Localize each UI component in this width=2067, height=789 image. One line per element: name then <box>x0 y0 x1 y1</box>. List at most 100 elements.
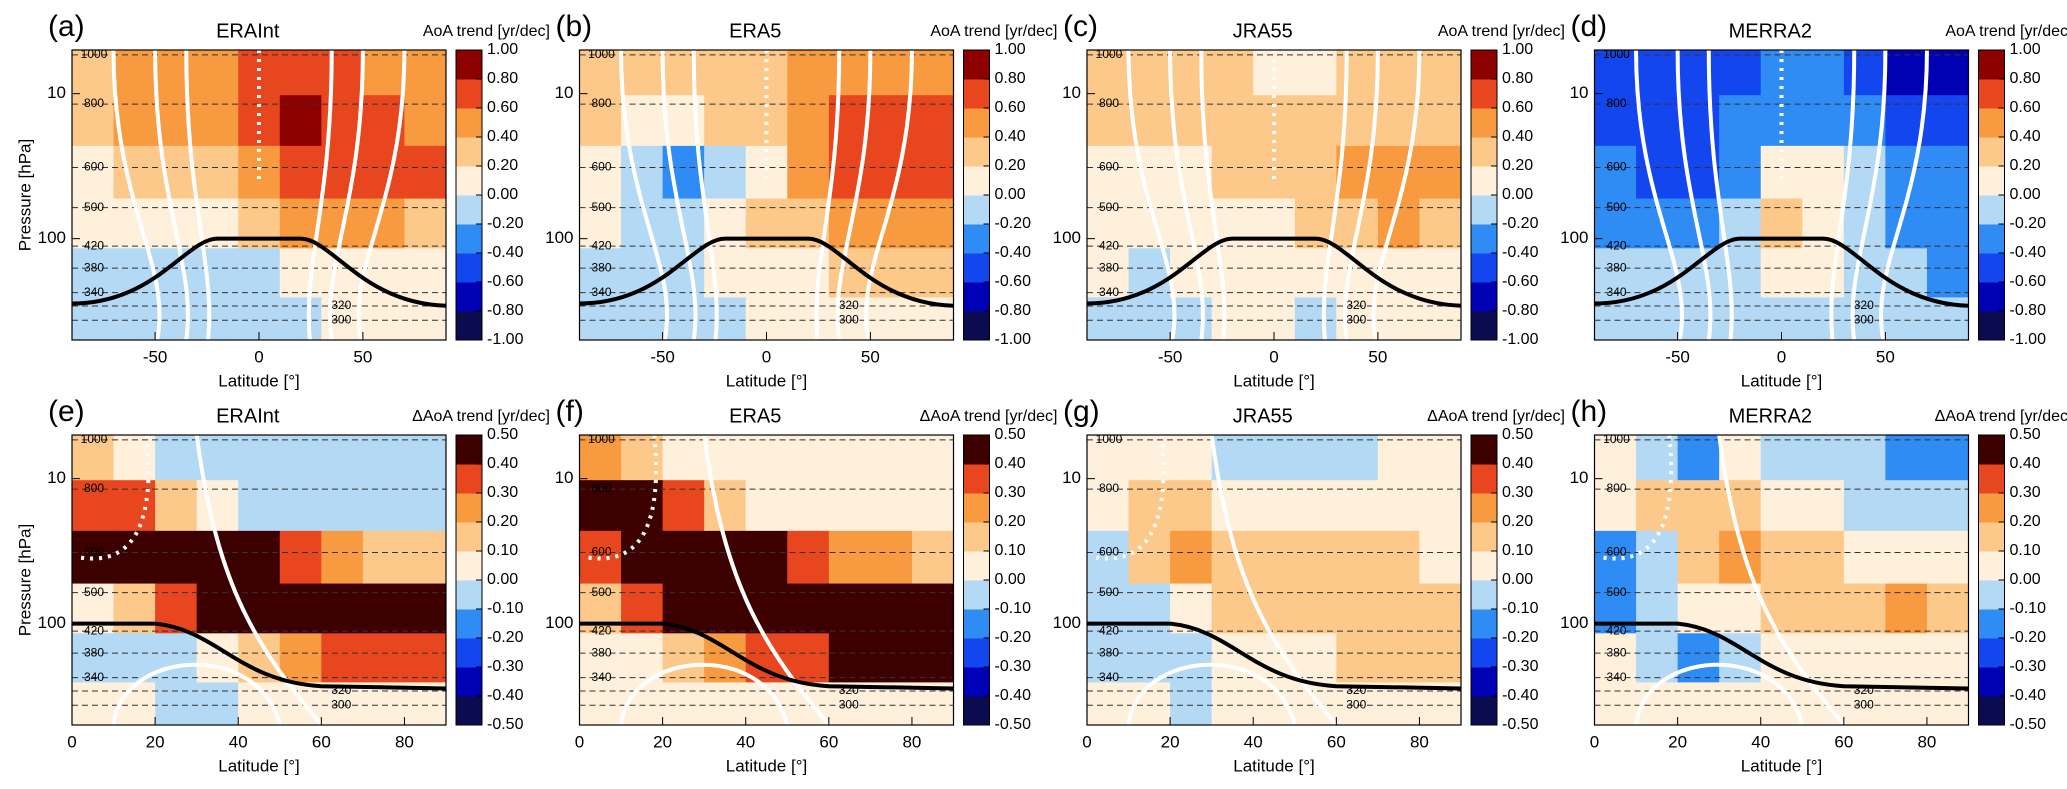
field-cell <box>1594 633 1637 683</box>
colorbar-tick-label: -0.40 <box>1502 687 1539 704</box>
field-cell <box>1636 583 1679 634</box>
plot-frame <box>578 434 955 726</box>
field-cell <box>1087 435 1130 481</box>
age-contour <box>1675 50 1713 340</box>
field-cell <box>1170 435 1213 481</box>
field-cell <box>745 198 788 249</box>
colorbar-swatch <box>1978 108 2005 138</box>
isentrope-label: 1000 <box>1096 432 1123 446</box>
field-cell <box>72 435 115 481</box>
age-contour <box>863 50 914 340</box>
colorbar-swatch <box>456 224 482 254</box>
age-contour <box>1095 435 1166 561</box>
field-cell <box>196 145 239 200</box>
colorbar-label: AoA trend [yr/dec] <box>1945 23 2067 40</box>
isentrope-label: 600 <box>84 545 104 559</box>
field-cell <box>662 530 705 585</box>
field-cell <box>1636 145 1679 200</box>
field-cell <box>72 145 115 200</box>
colorbar-tick-label: 0.30 <box>487 484 518 501</box>
isentrope-label: 420 <box>1099 623 1119 637</box>
isentrope-label: 300 <box>1346 697 1366 711</box>
colorbar-swatch <box>1978 551 2005 581</box>
colorbar-tick-label: 0.10 <box>487 542 518 559</box>
colorbar-tick-label: 1.00 <box>2010 41 2041 58</box>
field-cell <box>1253 248 1296 298</box>
field-cell <box>1719 145 1762 200</box>
field-cell <box>662 50 705 96</box>
x-axis-label: Latitude [°] <box>1741 371 1822 390</box>
y-tick-label: 10 <box>47 468 66 487</box>
x-tick-label: 20 <box>653 732 672 751</box>
field-cell <box>787 50 830 96</box>
isentrope-label: 340 <box>1099 285 1119 299</box>
x-tick-label: 60 <box>819 732 838 751</box>
colorbar-swatch <box>1471 108 1497 138</box>
field-cell <box>1677 480 1720 532</box>
age-contour <box>194 435 323 725</box>
field-cell <box>662 682 705 725</box>
field-cell <box>1087 530 1130 585</box>
y-axis-label: Pressure [hPa] <box>15 524 34 636</box>
isentrope-label: 800 <box>1099 96 1119 110</box>
isentrope-label: 300 <box>1854 312 1874 326</box>
colorbar-swatch <box>1978 224 2005 254</box>
field-cell <box>745 480 788 532</box>
field-cell <box>787 435 830 481</box>
field-cell <box>279 95 322 147</box>
age-contour <box>1602 435 1674 561</box>
field-cell <box>1294 297 1337 340</box>
field-cell <box>238 198 281 249</box>
field-cell <box>1760 248 1803 298</box>
colorbar-label: AoA trend [yr/dec] <box>423 23 550 40</box>
field-cell <box>1211 583 1254 634</box>
field-cell <box>1419 95 1461 147</box>
field-cell <box>1843 480 1886 532</box>
field-cell <box>362 50 406 96</box>
field-cell <box>704 95 747 147</box>
isentrope-label: 800 <box>84 96 104 110</box>
colorbar-swatch <box>1471 282 1497 312</box>
field-cell <box>1419 480 1461 532</box>
x-tick-label: 0 <box>762 347 771 366</box>
colorbar-swatch <box>1978 667 2005 697</box>
field-cell <box>1802 145 1845 200</box>
field-cell <box>745 95 788 147</box>
x-axis-label: Latitude [°] <box>1233 371 1314 390</box>
field-cell <box>1294 145 1337 200</box>
y-tick-label: 10 <box>1062 468 1081 487</box>
x-axis-label: Latitude [°] <box>1233 756 1314 775</box>
isentrope-label: 500 <box>84 200 104 214</box>
field-cell <box>238 95 281 147</box>
field-cell <box>1636 530 1679 585</box>
isentrope-label: 600 <box>84 160 104 174</box>
panel-label: (a) <box>48 10 85 43</box>
colorbar-swatch <box>963 580 990 610</box>
colorbar-swatch <box>963 696 990 726</box>
isentrope-label: 500 <box>591 585 611 599</box>
colorbar-swatch <box>456 79 482 109</box>
colorbar-tick-label: -0.50 <box>995 716 1032 733</box>
colorbar-tick-label: -0.40 <box>2010 244 2047 261</box>
colorbar-tick-label: -0.20 <box>1502 215 1539 232</box>
colorbar-swatch <box>1978 580 2005 610</box>
isentrope-label: 300 <box>331 312 351 326</box>
colorbar-label: ΔAoA trend [yr/dec] <box>1427 408 1565 425</box>
colorbar-tick-label: 0.20 <box>995 157 1026 174</box>
age-contour <box>1634 50 1685 340</box>
x-tick-label: 40 <box>229 732 248 751</box>
colorbar-tick-label: 0.60 <box>487 99 518 116</box>
colorbar-swatch <box>456 137 482 167</box>
field-cell <box>1377 633 1421 683</box>
colorbar-swatch <box>1471 195 1497 225</box>
field-cell <box>1253 435 1296 481</box>
y-tick-label: 100 <box>1053 613 1081 632</box>
colorbar-swatch <box>963 137 990 167</box>
x-tick-label: 50 <box>1876 347 1895 366</box>
colorbar-tick-label: -0.80 <box>1502 302 1539 319</box>
colorbar-swatch <box>1978 609 2005 639</box>
colorbar-tick-label: -0.10 <box>487 600 524 617</box>
